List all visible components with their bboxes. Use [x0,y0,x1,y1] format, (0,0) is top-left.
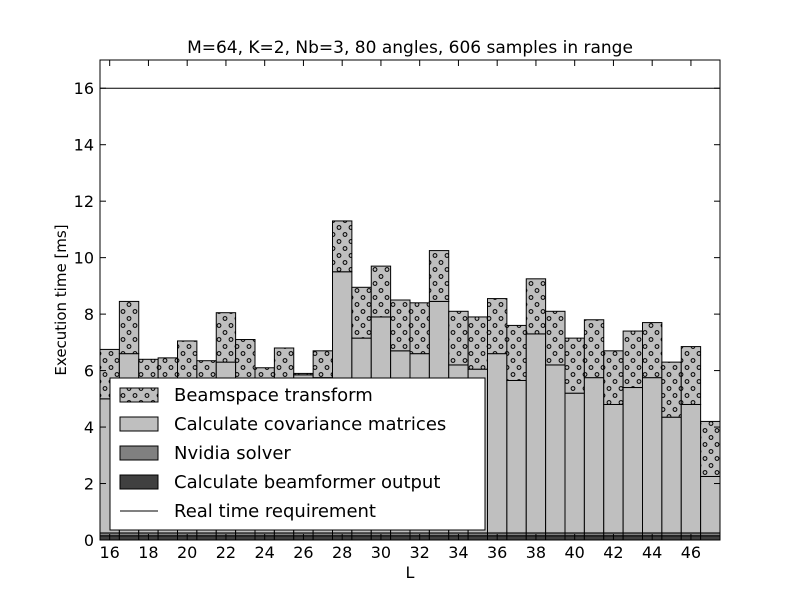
bar-segment [545,535,566,541]
x-tick-label: 24 [255,543,275,562]
x-tick-label: 18 [138,543,158,562]
bar-segment [525,278,547,335]
bar-segment [351,286,372,339]
bar-segment [525,333,547,534]
y-axis-label: Execution time [ms] [52,224,70,375]
x-tick-label: 40 [565,543,585,562]
bar-segment [661,361,682,418]
y-tick-label: 16 [74,79,94,98]
legend-label: Calculate covariance matrices [174,414,446,435]
bar-segment [467,535,488,541]
y-tick-label: 8 [84,305,94,324]
y-tick-label: 10 [74,249,94,268]
bar-segment [603,403,624,534]
legend-label: Calculate beamformer output [174,472,440,493]
bar-segment [622,387,643,534]
legend-box [109,377,486,531]
x-axis-label: L [406,563,415,582]
y-tick-label: 4 [84,418,94,437]
legend-swatch [119,387,159,403]
x-tick-label: 26 [293,543,313,562]
bar-segment [293,372,314,376]
y-tick-label: 2 [84,475,94,494]
bar-segment [118,535,140,541]
bar-segment [312,350,333,379]
bar-segment [409,302,430,355]
x-tick-label: 30 [371,543,391,562]
y-tick-label: 0 [84,531,94,550]
bar-segment [545,364,566,534]
bar-segment [235,535,256,541]
x-tick-label: 46 [681,543,701,562]
y-tick-label: 6 [84,362,94,381]
legend: Beamspace transform Calculate covariance … [109,377,486,531]
x-tick-label: 34 [448,543,468,562]
bar-segment [680,403,702,534]
bar-segment [467,316,488,370]
bar-segment [370,265,392,318]
bar-segment [273,535,295,541]
x-tick-label: 28 [332,543,352,562]
bar-segment [487,353,508,534]
bar-segment [564,337,585,394]
chart-title: M=64, K=2, Nb=3, 80 angles, 606 samples … [187,38,633,58]
y-tick-label: 12 [74,192,94,211]
bar-segment [428,535,450,541]
legend-swatch [119,416,159,432]
x-tick-label: 44 [642,543,662,562]
x-tick-label: 16 [100,543,120,562]
legend-label: Real time requirement [174,501,376,522]
bar-segment [583,535,605,541]
bar-segment [506,379,527,534]
bar-segment [351,535,372,541]
bar-segment [157,535,178,541]
bar-segment [564,392,585,534]
bar-segment [622,330,643,389]
bar-segment [428,250,450,302]
legend-label: Nvidia solver [174,443,291,464]
bar-segment [215,312,237,363]
x-tick-label: 22 [216,543,236,562]
x-tick-label: 20 [177,543,197,562]
bar-segment [506,535,527,541]
bar-segment [642,377,663,534]
bar-segment [118,300,140,355]
bar-segment [390,535,411,541]
bar-segment [390,299,411,352]
bar-segment [680,346,702,405]
bar-segment [700,535,721,541]
bar-segment [448,310,469,366]
legend-swatch [119,474,159,490]
bar-segment [583,377,605,534]
bar-segment [700,475,721,534]
bar-segment [661,535,682,541]
bar-segment [545,310,566,366]
bar-segment [487,298,508,355]
bar-segment [642,322,663,379]
bar-segment [603,350,624,405]
bar-segment [196,535,217,541]
bar-segment [506,324,527,381]
x-tick-label: 36 [487,543,507,562]
bar-segment [661,416,682,534]
legend-swatch [119,445,159,461]
legend-label: Beamspace transform [174,385,373,406]
x-tick-label: 38 [526,543,546,562]
bar-segment [312,535,333,541]
bar-segment [622,535,643,541]
bar-segment [700,420,721,477]
bar-segment [583,319,605,379]
bar-segment [332,220,353,273]
x-tick-label: 32 [410,543,430,562]
plot-frame [99,59,721,541]
x-tick-label: 42 [603,543,623,562]
y-tick-label: 14 [74,136,94,155]
